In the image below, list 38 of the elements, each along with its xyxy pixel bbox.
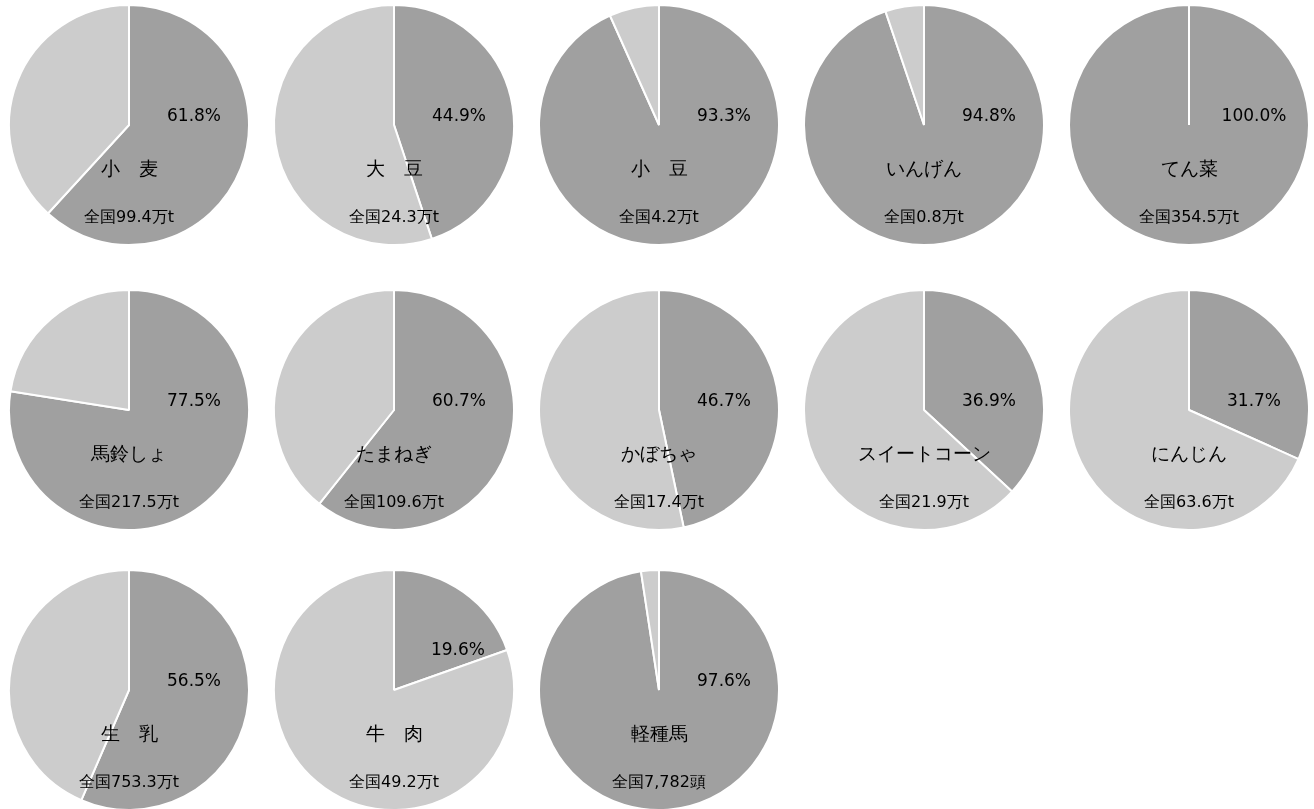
data-label: 56.5% (166, 670, 222, 691)
text: 全国354.5万t (1138, 207, 1240, 227)
text: いんげん (886, 156, 962, 179)
data-label: 19.6% (430, 639, 485, 660)
text: 軽種馬 (630, 721, 688, 744)
text: 全国49.2万t (349, 772, 439, 792)
text: たまねぎ (356, 441, 432, 464)
text: 全国109.6万t (343, 492, 445, 512)
text: かぼちゃ (621, 441, 697, 464)
data-label: 46.7% (696, 390, 752, 411)
text: 生 乳 (100, 721, 158, 744)
text: 全国17.4万t (614, 492, 704, 512)
text: 全国99.4万t (84, 207, 174, 227)
data-label: 94.8% (961, 105, 1017, 126)
data-label: 97.6% (696, 670, 752, 691)
data-label: 36.9% (961, 390, 1017, 411)
data-label: 93.3% (696, 105, 752, 126)
text: 全国63.6万t (1144, 492, 1234, 512)
text: てん菜 (1160, 156, 1218, 179)
data-label: 44.9% (431, 105, 487, 126)
text: 牛 肉 (365, 721, 423, 744)
text: 全国217.5万t (78, 492, 180, 512)
text: 馬鈴しょ (90, 441, 167, 464)
data-label: 77.5% (166, 390, 222, 411)
text: スイートコーン (857, 441, 991, 464)
text: 全国0.8万t (884, 207, 964, 227)
text: 小 豆 (630, 156, 688, 179)
text: 全国753.3万t (78, 772, 180, 792)
text: 小 麦 (100, 156, 158, 179)
text: 全国21.9万t (879, 492, 969, 512)
data-label: 60.7% (431, 390, 487, 411)
data-label: 100.0% (1221, 105, 1287, 126)
text: にんじん (1151, 441, 1227, 464)
data-label: 31.7% (1226, 390, 1282, 411)
text: 全国4.2万t (619, 207, 699, 227)
text: 全国7,782頭 (612, 772, 706, 792)
data-label: 61.8% (166, 105, 222, 126)
text: 全国24.3万t (349, 207, 439, 227)
